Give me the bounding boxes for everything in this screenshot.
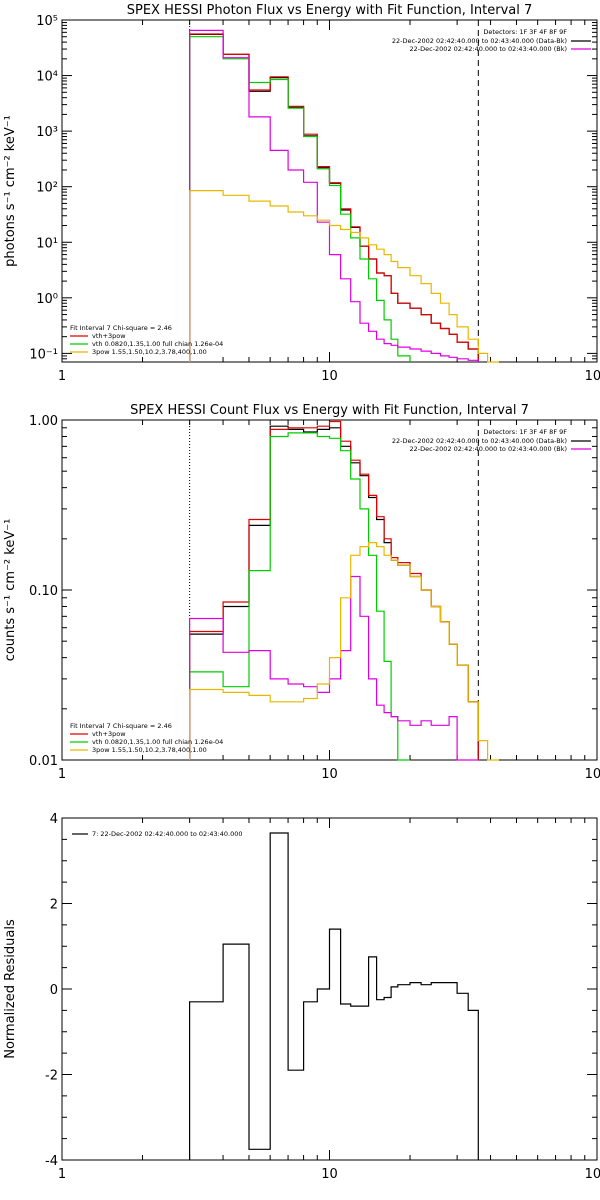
legend-header: Detectors: 1F 3F 4F 8F 9F: [483, 428, 567, 436]
plot-frame: [61, 419, 598, 761]
x-tick-label: 10: [321, 767, 338, 782]
y-tick-label: 0.10: [29, 584, 58, 599]
y-tick-label: -4: [45, 1154, 58, 1169]
x-tick-label: 1: [58, 369, 66, 384]
chart-panel-3: Normalized Residuals: [3, 817, 598, 1161]
legend-header: Fit Interval 7 Chi-square = 2.46: [70, 324, 172, 332]
legend-entry: 3pow 1.55,1.50,10.2,3.78,400,1.00: [92, 348, 207, 356]
legend-entry: vth+3pow: [92, 332, 126, 340]
y-axis-label: counts s⁻¹ cm⁻² keV⁻¹: [3, 519, 18, 662]
plot-frame: [61, 19, 598, 363]
series-line-1: [189, 832, 479, 1160]
y-tick-label: 1.00: [29, 414, 58, 429]
y-tick-label: 10⁻¹: [29, 347, 58, 362]
y-tick-label: 0.01: [29, 754, 58, 769]
x-tick-label: 1: [58, 1167, 66, 1182]
legend-entry: 22-Dec-2002 02:42:40.000 to 02:43:40.000…: [392, 37, 567, 45]
x-tick-label: 10: [321, 1167, 338, 1182]
y-tick-label: 10¹: [36, 236, 58, 251]
chart-title: SPEX HESSI Photon Flux vs Energy with Fi…: [127, 3, 533, 18]
legend-entry: 7: 22-Dec-2002 02:42:40.000 to 02:43:40.…: [92, 830, 243, 838]
series-line-1: [189, 425, 479, 760]
series-line-2: [189, 420, 479, 760]
y-tick-label: -2: [45, 1069, 58, 1084]
x-tick-label: 1: [58, 767, 66, 782]
series-line-5: [189, 542, 499, 761]
y-tick-label: 10²: [36, 181, 58, 196]
chart-panel-2: counts s⁻¹ cm⁻² keV⁻¹: [3, 419, 598, 761]
y-tick-label: 2: [50, 898, 58, 913]
x-tick-label: 10: [321, 369, 338, 384]
y-tick-label: 4: [50, 812, 58, 827]
y-axis-label: photons s⁻¹ cm⁻² keV⁻¹: [3, 115, 18, 267]
legend-header: Fit Interval 7 Chi-square = 2.46: [70, 722, 172, 730]
series-line-2: [189, 33, 479, 362]
series-line-5: [189, 190, 499, 363]
legend-entry: 22-Dec-2002 02:42:40.000 to 02:43:40.000…: [392, 437, 567, 445]
legend-entry: vth+3pow: [92, 730, 126, 738]
x-tick-label: 100: [585, 1167, 600, 1182]
legend-entry: 22-Dec-2002 02:42:40.000 to 02:43:40.000…: [410, 45, 568, 53]
y-tick-label: 0: [50, 983, 58, 998]
series-line-3: [189, 36, 411, 362]
chart-title: SPEX HESSI Count Flux vs Energy with Fit…: [130, 403, 529, 418]
series-line-4: [189, 575, 479, 761]
legend-entry: 3pow 1.55,1.50,10.2,3.78,400,1.00: [92, 746, 207, 754]
legend-header: Detectors: 1F 3F 4F 8F 9F: [483, 28, 567, 36]
legend-entry: 22-Dec-2002 02:42:40.000 to 02:43:40.000…: [410, 445, 568, 453]
y-tick-label: 10⁴: [36, 70, 58, 85]
legend-entry: vth 0.0820,1.35,1.00 full chian 1.26e-04: [92, 340, 223, 348]
y-tick-label: 10⁵: [36, 14, 58, 29]
y-axis-label: Normalized Residuals: [3, 919, 18, 1059]
series-line-3: [189, 432, 410, 761]
y-tick-label: 10³: [36, 125, 58, 140]
series-line-4: [189, 29, 479, 362]
chart-panel-1: photons s⁻¹ cm⁻² keV⁻¹: [3, 19, 598, 363]
y-tick-label: 10⁰: [36, 292, 58, 307]
series-line-1: [189, 33, 479, 362]
x-tick-label: 100: [585, 767, 600, 782]
legend-entry: vth 0.0820,1.35,1.00 full chian 1.26e-04: [92, 738, 223, 746]
x-tick-label: 100: [585, 369, 600, 384]
